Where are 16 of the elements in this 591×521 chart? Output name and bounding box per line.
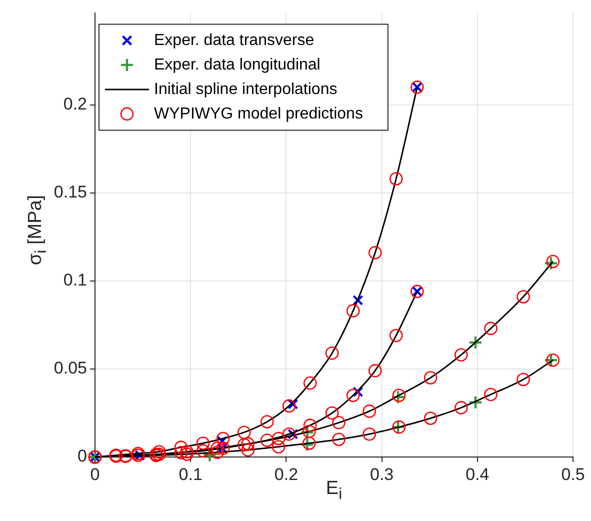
- x-tick-label: 0.3: [370, 464, 394, 484]
- legend-label: Initial spline interpolations: [154, 80, 338, 98]
- y-tick-label: 0: [78, 446, 87, 466]
- x-tick-label: 0.2: [274, 464, 298, 484]
- x-tick-label: 0.1: [178, 464, 202, 484]
- legend-label: Exper. data longitudinal: [154, 56, 320, 74]
- x-axis-title: E$_{i}$: [326, 478, 342, 503]
- y-tick-label: 0.1: [63, 270, 87, 290]
- legend-label: Exper. data transverse: [154, 32, 314, 49]
- x-tick-label: 0: [90, 464, 100, 484]
- x-tick-label: 0.5: [561, 464, 585, 484]
- x-tick-label: 0.4: [466, 464, 490, 484]
- legend-label: WYPIWYG model predictions: [154, 105, 363, 122]
- y-tick-label: 0.05: [54, 358, 87, 378]
- y-tick-label: 0.15: [54, 182, 87, 202]
- y-tick-label: 0.2: [63, 94, 87, 114]
